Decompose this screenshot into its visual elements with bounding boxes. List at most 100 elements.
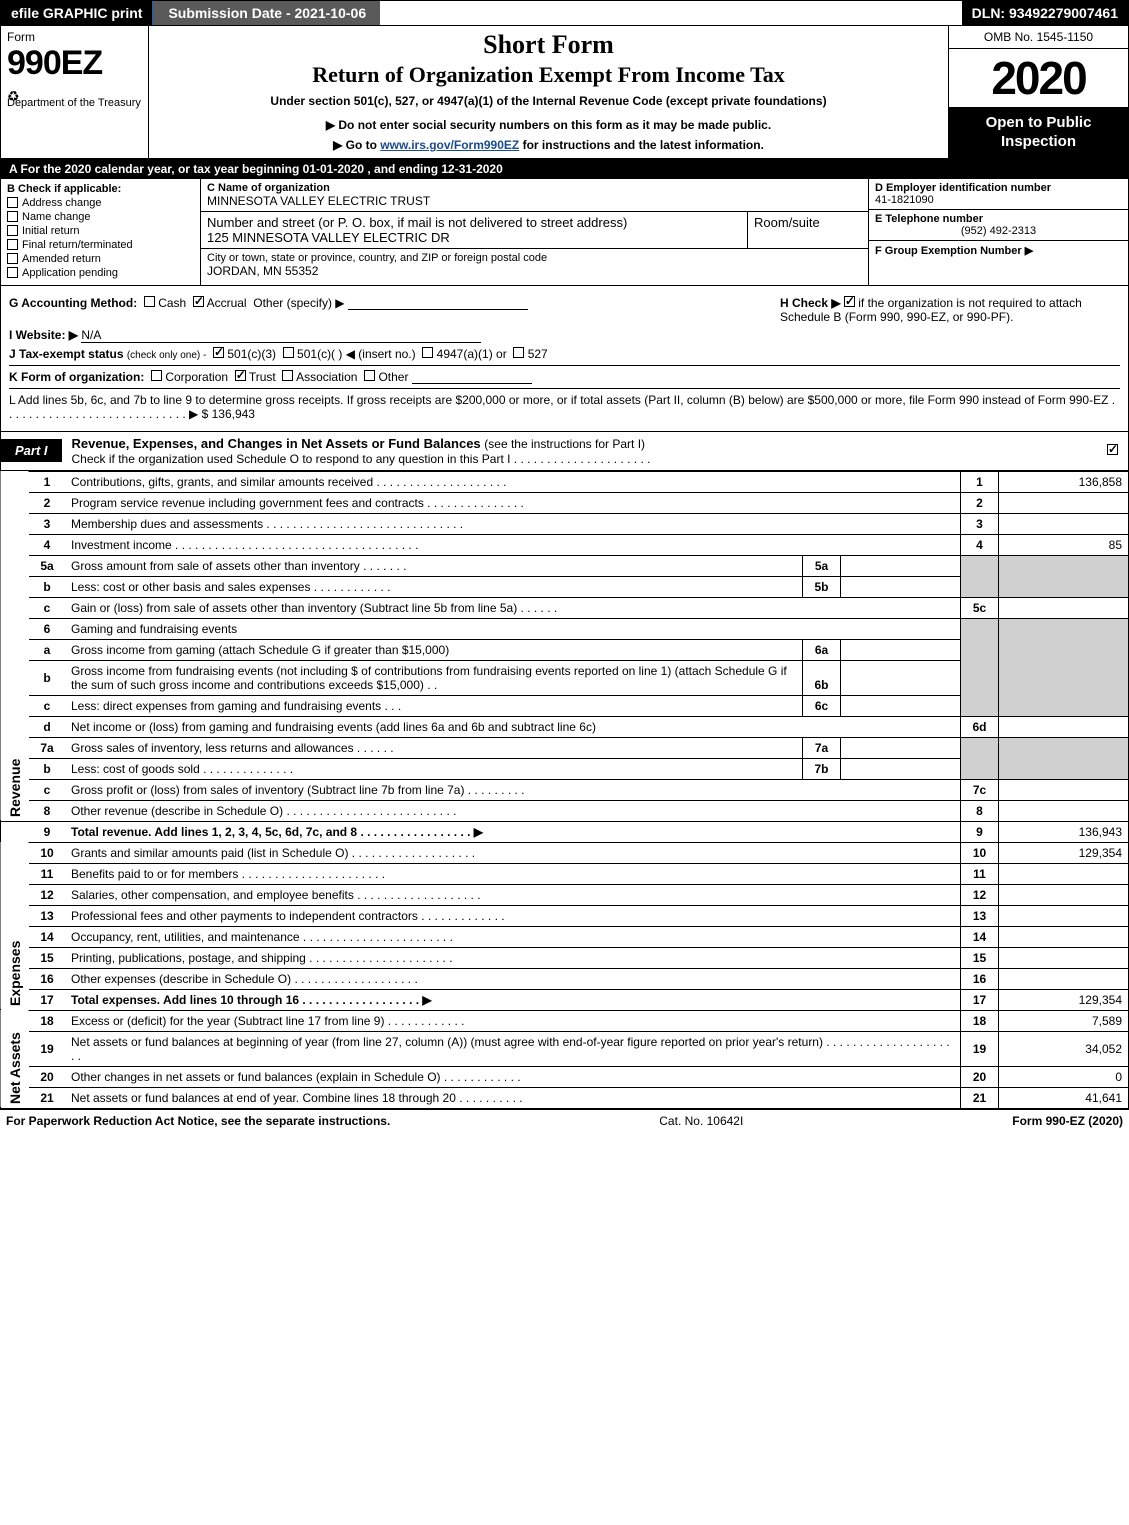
checkbox-icon [7,197,18,208]
chk-final-return[interactable]: Final return/terminated [7,239,194,251]
inner-num: 5a [803,555,841,576]
section-i: I Website: ▶ N/A [9,328,1120,343]
checkbox-h[interactable] [844,296,855,307]
j-4947: 4947(a)(1) or [437,347,507,361]
line-num: 12 [29,884,65,905]
line-desc: Membership dues and assessments . . . . … [65,513,961,534]
line-num: 10 [29,842,65,863]
recycle-icon: ♻ [7,88,20,105]
g-other-line [348,296,528,310]
checkbox-other[interactable] [364,370,375,381]
table-row: 12 Salaries, other compensation, and emp… [1,884,1129,905]
line-num: b [29,660,65,695]
line-desc: Gross sales of inventory, less returns a… [65,737,803,758]
section-h: H Check ▶ if the organization is not req… [780,296,1120,324]
table-row: 9 Total revenue. Add lines 1, 2, 3, 4, 5… [1,821,1129,842]
chk-initial-return[interactable]: Initial return [7,225,194,237]
h-prefix: H Check ▶ [780,296,844,310]
side-revenue: Revenue [1,471,30,821]
table-row: Expenses 10 Grants and similar amounts p… [1,842,1129,863]
line-num: d [29,716,65,737]
chk-amended-return[interactable]: Amended return [7,253,194,265]
line-num: 11 [29,863,65,884]
section-def: D Employer identification number 41-1821… [868,179,1128,285]
checkbox-schedule-o[interactable] [1107,444,1118,455]
line-box-num: 17 [961,989,999,1010]
checkbox-4947[interactable] [422,347,433,358]
checkbox-corp[interactable] [151,370,162,381]
short-form-title: Short Form [159,30,938,60]
checkbox-527[interactable] [513,347,524,358]
checkbox-accrual[interactable] [193,296,204,307]
line-num: 3 [29,513,65,534]
j-501c: 501(c)( ) ◀ (insert no.) [297,347,416,361]
line-desc: Gross profit or (loss) from sales of inv… [65,779,961,800]
line-num: 16 [29,968,65,989]
table-row: b Less: cost or other basis and sales ex… [1,576,1129,597]
sections-ghijkl: G Accounting Method: Cash Accrual Other … [0,286,1129,432]
table-row: 6 Gaming and fundraising events [1,618,1129,639]
g-accrual: Accrual [207,296,247,310]
g-other: Other (specify) ▶ [253,296,344,310]
chk-name-change[interactable]: Name change [7,211,194,223]
line-box-num: 12 [961,884,999,905]
side-expenses: Expenses [1,842,30,1010]
line-box-num: 3 [961,513,999,534]
chk-label: Final return/terminated [22,239,133,251]
table-row: c Less: direct expenses from gaming and … [1,695,1129,716]
tax-year: 2020 [949,49,1128,108]
table-row: b Less: cost of goods sold . . . . . . .… [1,758,1129,779]
part-1-title: Revenue, Expenses, and Changes in Net As… [62,432,1107,470]
chk-application-pending[interactable]: Application pending [7,267,194,279]
submission-date-button[interactable]: Submission Date - 2021-10-06 [154,1,380,25]
open-to-public: Open to Public Inspection [949,108,1128,158]
form-header: Form 990EZ ♻ Department of the Treasury … [0,26,1129,159]
inner-num: 6b [803,660,841,695]
line-box-num: 20 [961,1066,999,1087]
line-box-val: 136,858 [999,471,1129,492]
footer-center: Cat. No. 10642I [390,1114,1012,1128]
part-1-header: Part I Revenue, Expenses, and Changes in… [0,432,1129,471]
checkbox-icon [7,267,18,278]
org-name-cell: C Name of organization MINNESOTA VALLEY … [201,179,868,212]
line-desc: Less: cost of goods sold . . . . . . . .… [65,758,803,779]
checkbox-cash[interactable] [144,296,155,307]
do-not-enter-text: ▶ Do not enter social security numbers o… [159,118,938,132]
line-box-num: 13 [961,905,999,926]
header-left: Form 990EZ ♻ Department of the Treasury [1,26,149,158]
line-box-num: 9 [961,821,999,842]
line-box-val [999,863,1129,884]
org-name-label: C Name of organization [207,182,330,194]
line-box-val: 129,354 [999,989,1129,1010]
page-footer: For Paperwork Reduction Act Notice, see … [0,1109,1129,1132]
lines-table: Revenue 1 Contributions, gifts, grants, … [0,471,1129,1109]
tel-cell: E Telephone number (952) 492-2313 [869,210,1128,241]
table-row: c Gross profit or (loss) from sales of i… [1,779,1129,800]
j-527: 527 [528,347,548,361]
inner-num: 5b [803,576,841,597]
checkbox-trust[interactable] [235,370,246,381]
line-box-num: 7c [961,779,999,800]
line-box-val [999,947,1129,968]
gray-cell [961,618,999,716]
irs-link[interactable]: www.irs.gov/Form990EZ [380,138,519,152]
department-label: Department of the Treasury [7,97,142,109]
table-row: c Gain or (loss) from sale of assets oth… [1,597,1129,618]
efile-print-button[interactable]: efile GRAPHIC print [1,1,154,25]
checkbox-icon [7,239,18,250]
line-desc: Less: cost or other basis and sales expe… [65,576,803,597]
table-row: 17 Total expenses. Add lines 10 through … [1,989,1129,1010]
checkbox-501c[interactable] [283,347,294,358]
chk-address-change[interactable]: Address change [7,197,194,209]
checkbox-501c3[interactable] [213,347,224,358]
city-label: City or town, state or province, country… [207,252,547,264]
checkbox-icon [7,211,18,222]
k-other-line [412,370,532,384]
line-desc: Other expenses (describe in Schedule O) … [65,968,961,989]
city-value: JORDAN, MN 55352 [207,264,318,278]
checkbox-assoc[interactable] [282,370,293,381]
line-box-val [999,968,1129,989]
inner-num: 6c [803,695,841,716]
line-num: 20 [29,1066,65,1087]
k-corp: Corporation [165,370,228,384]
